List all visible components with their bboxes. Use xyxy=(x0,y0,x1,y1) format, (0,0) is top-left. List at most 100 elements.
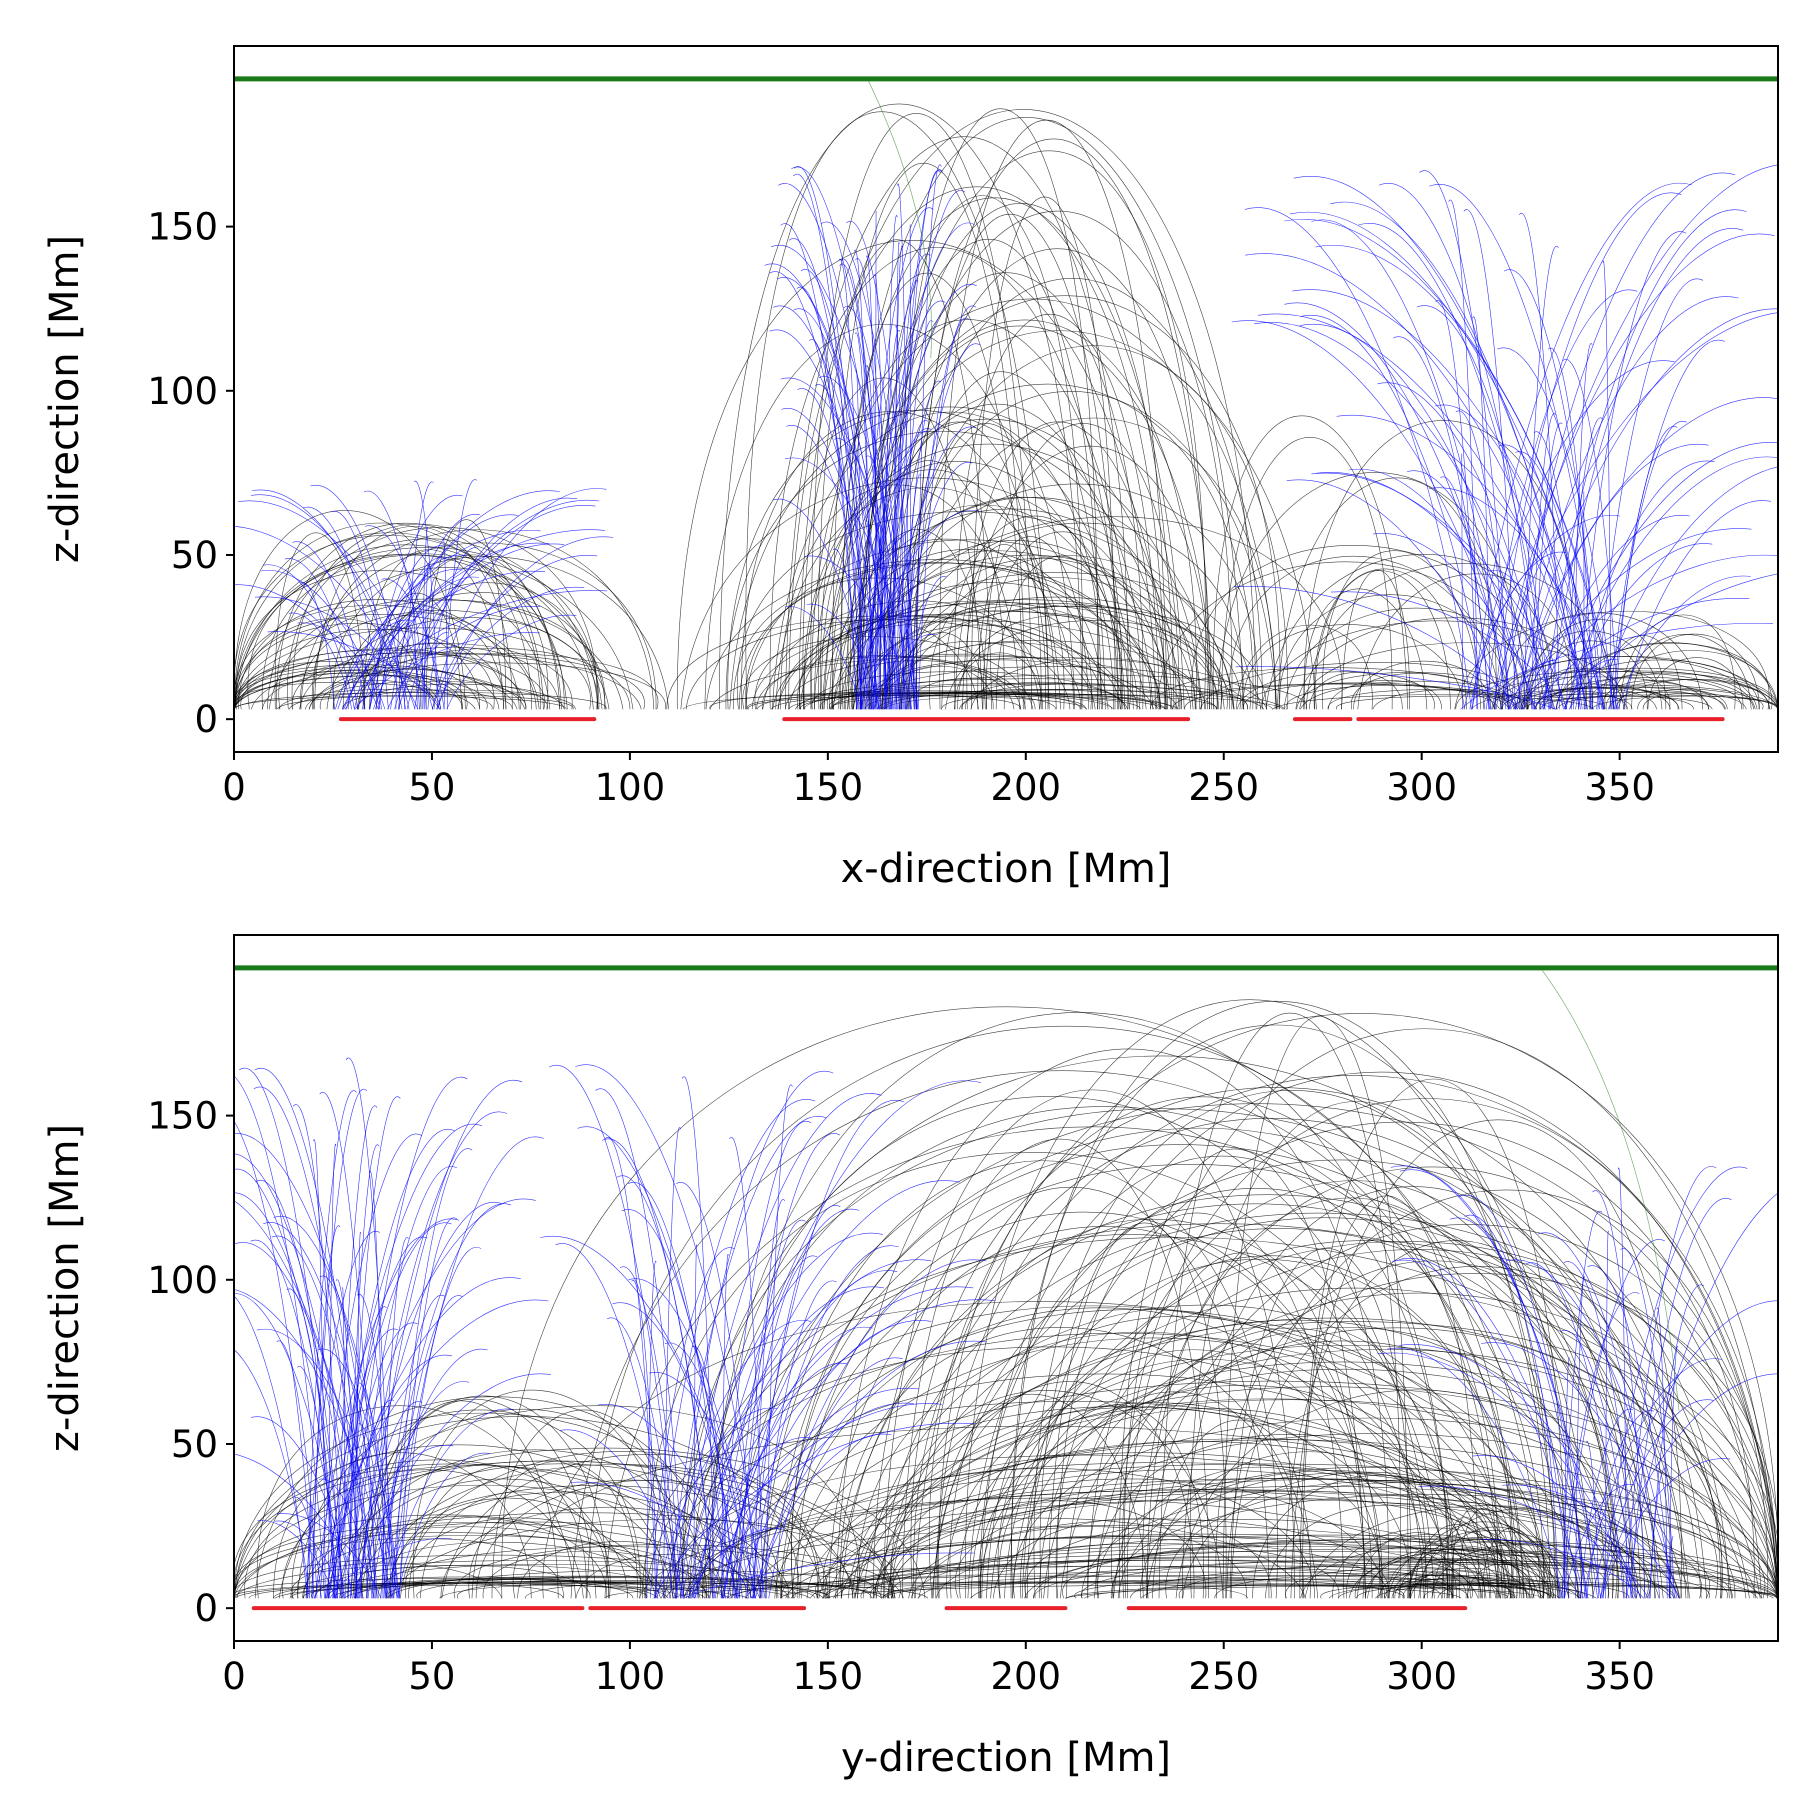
open-field-line xyxy=(749,1245,899,1599)
closed-field-line xyxy=(881,248,1209,710)
closed-field-line xyxy=(234,1582,648,1599)
open-field-line xyxy=(1463,209,1516,710)
closed-field-line xyxy=(680,477,1132,710)
open-field-line xyxy=(780,223,857,710)
open-field-line xyxy=(628,1278,755,1599)
closed-field-line xyxy=(313,529,655,710)
closed-field-line xyxy=(1189,1101,1559,1599)
closed-field-line xyxy=(907,678,1036,710)
closed-field-line xyxy=(822,1452,1540,1599)
open-field-line xyxy=(755,1433,892,1599)
closed-field-line xyxy=(954,544,1046,710)
open-field-line xyxy=(731,1133,841,1599)
open-field-line xyxy=(675,1071,834,1599)
open-field-line xyxy=(656,1407,778,1599)
closed-field-line xyxy=(268,599,605,710)
closed-field-line xyxy=(1351,673,1495,710)
closed-field-line xyxy=(308,662,666,710)
closed-field-line xyxy=(756,690,1081,710)
closed-field-line xyxy=(234,1444,665,1599)
closed-field-line xyxy=(234,622,481,710)
closed-field-line xyxy=(272,1582,564,1599)
closed-field-line xyxy=(883,1089,1295,1599)
open-field-line xyxy=(785,606,862,710)
open-field-line xyxy=(436,587,585,710)
open-field-line xyxy=(1416,305,1551,710)
closed-field-line xyxy=(1081,1558,1778,1599)
closed-field-line xyxy=(287,538,599,710)
open-field-line xyxy=(679,1093,882,1599)
closed-field-line xyxy=(1191,545,1554,710)
open-field-line xyxy=(343,529,605,710)
closed-field-line xyxy=(772,411,1101,710)
open-field-line xyxy=(303,506,382,710)
open-field-line xyxy=(806,603,880,710)
closed-field-line xyxy=(804,692,1057,710)
open-field-line xyxy=(1597,466,1778,710)
closed-field-line xyxy=(913,1218,1425,1599)
open-field-line xyxy=(432,488,607,710)
open-field-line xyxy=(364,525,441,710)
bottom-axes-frame xyxy=(233,934,1779,1642)
open-field-line xyxy=(1419,170,1510,710)
open-field-line xyxy=(1586,1410,1654,1599)
open-field-line xyxy=(1391,1165,1601,1599)
closed-field-line xyxy=(1220,436,1393,710)
open-field-line xyxy=(549,1064,679,1599)
open-field-line xyxy=(1235,666,1557,710)
closed-field-line xyxy=(965,681,1126,710)
open-field-line xyxy=(385,1458,404,1599)
open-field-line xyxy=(1562,1210,1603,1599)
open-field-line xyxy=(261,570,381,710)
open-field-line xyxy=(234,1293,345,1599)
open-field-line xyxy=(1605,1230,1609,1599)
open-field-line xyxy=(1602,1166,1748,1599)
open-field-line xyxy=(736,1255,818,1599)
open-field-line xyxy=(683,1552,974,1599)
open-field-line xyxy=(1592,1300,1778,1599)
closed-field-line xyxy=(818,1438,1620,1599)
open-field-line xyxy=(735,1498,766,1599)
open-field-line xyxy=(909,224,912,710)
open-field-line xyxy=(1612,420,1687,710)
open-field-line xyxy=(253,1086,363,1599)
open-field-line xyxy=(875,210,877,710)
closed-field-line xyxy=(1110,1494,1757,1599)
open-field-line xyxy=(1555,442,1778,710)
closed-field-line xyxy=(823,295,1281,710)
open-field-line xyxy=(424,563,429,710)
open-field-line xyxy=(1566,417,1603,710)
closed-field-line xyxy=(872,1187,1270,1599)
open-field-line xyxy=(723,1270,898,1599)
open-field-line xyxy=(1399,1169,1598,1599)
open-field-line xyxy=(437,536,614,710)
closed-field-line xyxy=(676,240,1156,710)
closed-field-line xyxy=(1011,1024,1583,1599)
closed-field-line xyxy=(1510,691,1778,710)
closed-field-line xyxy=(1027,1255,1524,1599)
open-field-line xyxy=(1331,591,1567,710)
open-field-line xyxy=(901,343,981,710)
open-field-line xyxy=(1563,1239,1665,1599)
closed-field-line xyxy=(1226,1189,1768,1599)
open-field-line xyxy=(895,461,973,710)
closed-field-line xyxy=(776,1127,1619,1599)
open-field-line xyxy=(399,1217,458,1599)
open-field-line xyxy=(326,1123,483,1599)
closed-field-line xyxy=(917,1548,1778,1599)
open-field-line xyxy=(1531,413,1556,710)
open-field-line xyxy=(1601,1458,1731,1599)
open-field-line xyxy=(873,634,936,710)
closed-field-line xyxy=(861,483,1259,710)
closed-field-line xyxy=(785,136,1129,710)
open-field-line xyxy=(721,1253,729,1599)
closed-field-line xyxy=(1033,1541,1778,1599)
open-field-line xyxy=(1493,192,1682,710)
open-field-line xyxy=(1617,1167,1627,1599)
open-field-line xyxy=(1524,245,1559,710)
open-field-line xyxy=(773,305,892,710)
open-field-line xyxy=(1503,269,1600,710)
open-field-line xyxy=(1286,479,1503,710)
closed-field-line xyxy=(978,1349,1778,1599)
